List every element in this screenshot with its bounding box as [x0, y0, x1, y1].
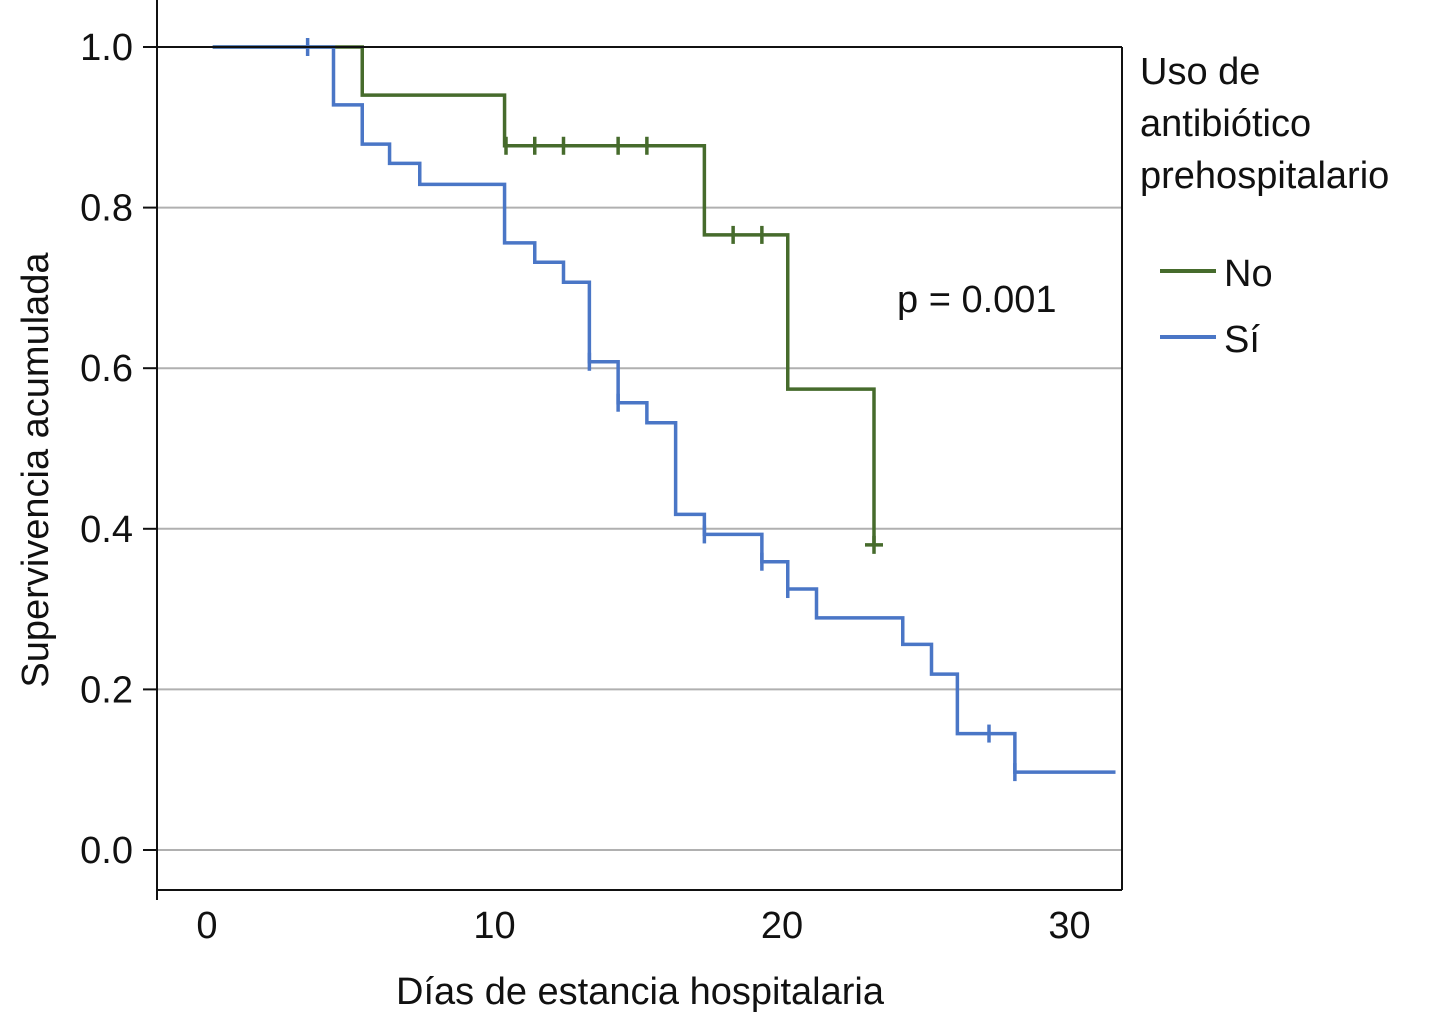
x-tick-label: 10: [473, 905, 515, 947]
legend-label-si: Sí: [1224, 319, 1260, 361]
legend-title-line-1: Uso de: [1140, 51, 1260, 93]
x-tick-label: 30: [1048, 905, 1090, 947]
y-tick-label: 0.4: [80, 509, 133, 551]
y-tick-label: 0.2: [80, 669, 133, 711]
y-tick-label: 0.8: [80, 188, 133, 230]
series-si: [212, 38, 1116, 782]
p-value-annotation: p = 0.001: [897, 279, 1057, 321]
survival-step-line: [212, 45, 876, 545]
legend-title-line-2: antibiótico: [1140, 103, 1311, 145]
legend: Uso de antibiótico prehospitalario No Sí: [1140, 51, 1389, 361]
series-no: [212, 45, 883, 554]
ticks: 0.0 0.2 0.4 0.6 0.8 1.0 0 10 20 30: [80, 27, 1090, 947]
x-tick-label: 0: [196, 905, 217, 947]
y-tick-label: 1.0: [80, 27, 133, 69]
gridlines: [157, 206, 1122, 851]
legend-label-no: No: [1224, 253, 1273, 295]
x-tick-label: 20: [761, 905, 803, 947]
survival-curves: [212, 38, 1116, 782]
y-axis-label: Supervivencia acumulada: [15, 252, 57, 688]
y-tick-label: 0.6: [80, 348, 133, 390]
legend-title-line-3: prehospitalario: [1140, 155, 1389, 197]
x-axis-label: Días de estancia hospitalaria: [396, 971, 885, 1013]
survival-step-line: [212, 45, 1116, 774]
y-tick-label: 0.0: [80, 830, 133, 872]
